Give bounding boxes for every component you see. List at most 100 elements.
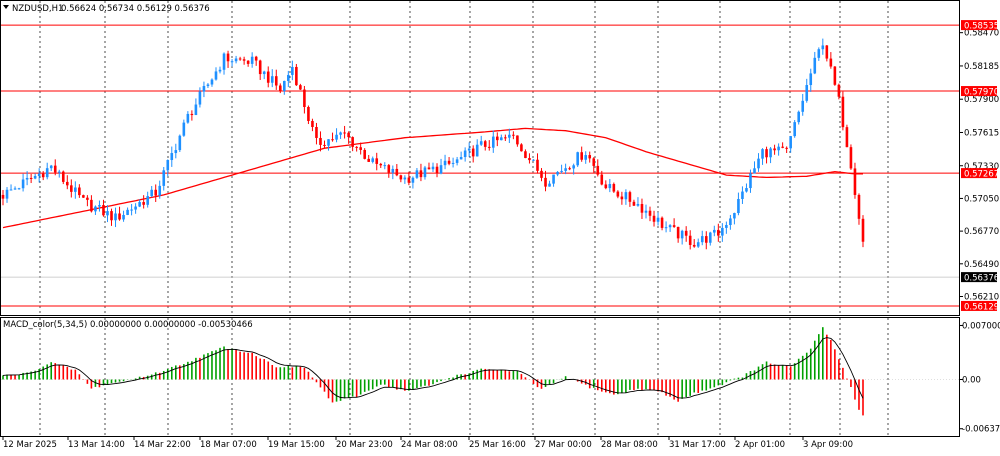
candle-body [664,227,668,229]
candle-body [363,149,366,159]
candle-body [411,177,415,183]
level-price-box[interactable] [961,86,997,97]
time-tick-label: 31 Mar 17:00 [669,440,726,450]
candle-body [636,204,640,206]
candle-body [206,84,210,87]
candle-body [572,165,575,169]
candle-body [218,69,222,72]
time-tick-label: 27 Mar 00:00 [535,440,592,450]
candle-body [154,189,158,196]
candle-body [126,209,129,215]
candle-body [210,79,214,85]
candle-body [315,127,318,138]
candle-body [21,179,25,189]
candle-body [749,173,752,189]
candle-body [552,174,555,184]
macd-tick-label: -0.0063764 [962,425,1000,435]
candle-body [652,215,656,222]
time-tick-label: 2 Apr 01:00 [735,440,785,450]
candle-body [532,159,535,161]
level-price-box[interactable] [961,300,997,311]
candle-body [849,147,853,169]
candle-body [130,209,133,211]
candle-body [644,210,648,213]
candle-body [584,155,588,160]
price-tick-label: 0.57050 [964,194,999,204]
candle-body [13,188,17,190]
time-tick-label: 20 Mar 23:00 [336,440,393,450]
level-price-label: 0.58535 [964,22,999,32]
candle-body [700,236,704,243]
candle-body [9,189,13,191]
level-price-box[interactable] [961,168,997,179]
macd-title[interactable]: MACD_color(5,34,5) 0.00000000 0.00000000… [3,320,253,330]
candle-body [262,71,266,75]
candle-body [74,187,77,192]
candle-body [246,60,250,64]
candle-body [708,232,712,243]
candle-body [274,76,278,86]
candle-body [122,214,125,220]
candle-body [737,198,740,214]
current-price-label: 0.56376 [964,274,999,284]
candle-body [717,229,720,236]
candle-body [841,96,845,128]
candle-body [479,141,483,145]
candle-body [560,170,563,172]
macd-axis: 0.0070008 0.00 -0.0063764 [959,321,1000,435]
level-price-label: 0.57267 [964,170,999,180]
candle-body [86,197,89,200]
candle-body [138,202,141,207]
symbol-label[interactable]: NZDUSD,H1 [12,4,63,14]
candle-body [258,60,262,75]
candle-body [250,56,254,64]
candle-body [202,86,206,92]
candle-body [395,168,399,176]
level-price-box[interactable] [961,20,997,31]
candle-body [745,188,748,192]
ma-line[interactable] [2,127,863,229]
candle-body [512,134,515,136]
candle-body [391,168,395,173]
candle-body [53,165,57,173]
candle-body [375,158,379,164]
candle-body [757,158,760,169]
candle-body [419,170,423,178]
time-axis: 12 Mar 2025 13 Mar 14:00 14 Mar 22:00 18 Ma… [2,436,853,450]
candle-body [451,162,455,164]
candle-body [266,71,270,83]
candle-body [592,158,596,166]
candle-body [696,242,700,247]
candle-body [596,165,600,175]
candle-body [435,166,439,174]
candle-body [632,201,636,206]
candle-body [335,134,338,140]
candle-body [403,177,407,180]
candle-body [45,168,49,178]
candle-body [1,194,5,199]
candle-body [431,166,435,170]
candle-body [439,165,443,174]
candle-body [640,204,644,213]
candle-body [528,158,531,161]
candle-body [102,205,105,216]
candle-body [49,165,53,169]
candle-body [355,146,358,148]
candle-body [242,59,246,61]
price-tick-label: 0.58185 [964,62,999,72]
price-tick-label: 0.57900 [964,95,999,105]
ohlc-values: 0.56624 0.56734 0.56129 0.56376 [61,4,210,14]
candle-body [351,137,354,147]
candle-body [182,122,186,136]
candle-body [443,160,447,166]
candle-body [612,184,616,192]
candle-body [178,135,182,151]
current-price-box [961,272,997,283]
candle-body [761,149,764,159]
candle-body [608,184,612,189]
candle-body [793,122,796,137]
candle-body [367,158,371,162]
candle-body [114,213,117,221]
